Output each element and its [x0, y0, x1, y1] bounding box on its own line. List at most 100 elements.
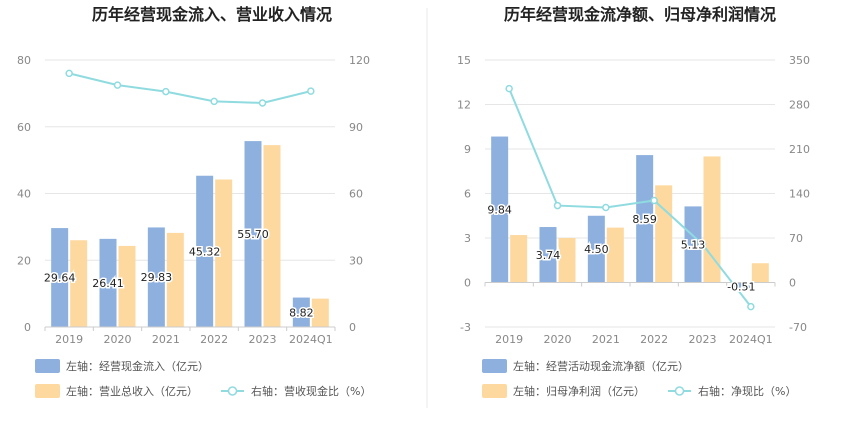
y-tick-left: 15	[457, 54, 471, 67]
x-tick-label: 2021	[152, 333, 180, 346]
bar-primary	[292, 297, 310, 327]
legend-left: 左轴：经营现金流入（亿元） 左轴：营业总收入（亿元） 右轴：营收现金比（%）	[35, 359, 371, 398]
bar-primary	[636, 155, 654, 283]
bar-secondary	[166, 232, 184, 327]
y-tick-right: -70	[789, 321, 807, 334]
y-tick-right: 350	[789, 54, 810, 67]
bar-primary	[244, 141, 262, 327]
x-tick-label: 2022	[200, 333, 228, 346]
ratio-line	[68, 72, 312, 104]
legend-item-cash-ratio[interactable]: 右轴：营收现金比（%）	[221, 384, 371, 398]
legend-item-net-cash[interactable]: 左轴：经营活动现金流净额（亿元）	[482, 359, 689, 373]
y-tick-left: -3	[460, 321, 471, 334]
bar-secondary	[558, 238, 576, 283]
ratio-point	[698, 240, 707, 249]
chart-cash-inflow-revenue: 历年经营现金流入、营业收入情况 0 20 40 60 80 0 30 60 90 120 2019 2…	[17, 5, 371, 398]
x-tick-label: 2023	[249, 333, 277, 346]
x-tick-label: 2024Q1	[729, 333, 773, 346]
ratio-point	[553, 201, 562, 210]
legend-item-net-cash-ratio[interactable]: 右轴：净现比（%）	[668, 384, 796, 398]
data-label: 55.70	[237, 228, 269, 241]
legend-item-net-profit[interactable]: 左轴：归母净利润（亿元）	[482, 384, 645, 398]
data-label: 8.82	[289, 306, 314, 319]
data-label: 4.50	[584, 243, 609, 256]
legend-swatch-marker	[674, 386, 685, 396]
ratio-point	[65, 69, 73, 78]
bar-secondary	[70, 240, 88, 327]
bar-secondary	[751, 263, 769, 283]
data-label: 26.41	[92, 277, 124, 290]
legend-swatch-marker	[227, 386, 238, 396]
bar-primary	[587, 215, 605, 283]
bar-secondary	[606, 227, 624, 283]
x-tick-label: 2019	[55, 333, 83, 346]
ratio-line	[508, 88, 752, 308]
chart-net-cash-profit: 历年经营现金流净额、归母净利润情况 -3 0 3 6 9 12 15 -70 0 70 140 210…	[457, 5, 810, 398]
data-label: 3.74	[536, 249, 561, 262]
data-label: 45.32	[189, 245, 221, 258]
y-tick-right: 210	[789, 143, 810, 156]
y-tick-left: 60	[17, 121, 31, 134]
y-tick-right: 0	[789, 277, 796, 290]
bar-primary	[539, 227, 557, 283]
bar-secondary	[311, 298, 329, 327]
legend-item-revenue[interactable]: 左轴：营业总收入（亿元）	[35, 384, 198, 398]
legend-label: 右轴：净现比（%）	[698, 384, 796, 398]
x-tick-label: 2022	[640, 333, 668, 346]
chart-title-right: 历年经营现金流净额、归母净利润情况	[504, 5, 776, 24]
y-tick-right: 60	[349, 188, 363, 201]
bar-secondary	[263, 145, 281, 327]
legend-swatch-bar-secondary	[35, 384, 60, 398]
ratio-point	[113, 81, 122, 89]
y-tick-left: 6	[464, 188, 471, 201]
bar-primary	[196, 175, 214, 327]
y-tick-left: 40	[17, 188, 31, 201]
ratio-point	[602, 203, 610, 212]
chart-title-left: 历年经营现金流入、营业收入情况	[92, 5, 332, 24]
y-tick-right: 30	[349, 254, 363, 267]
legend-label: 左轴：营业总收入（亿元）	[66, 384, 198, 398]
x-tick-label: 2020	[104, 333, 132, 346]
bar-primary	[51, 228, 69, 327]
bar-secondary	[118, 245, 136, 327]
x-tick-label: 2024Q1	[289, 333, 333, 346]
legend-swatch-bar-primary	[482, 359, 507, 373]
bar-primary	[732, 282, 750, 291]
data-label: 29.83	[141, 271, 173, 284]
bar-secondary	[510, 235, 528, 283]
y-tick-right: 90	[349, 121, 363, 134]
legend-swatch-bar-primary	[35, 359, 60, 373]
y-tick-left: 9	[464, 143, 471, 156]
legend-label: 右轴：营收现金比（%）	[251, 384, 371, 398]
x-tick-label: 2021	[592, 333, 620, 346]
data-label: 8.59	[632, 213, 657, 226]
y-tick-left: 0	[464, 277, 471, 290]
y-tick-right: 280	[789, 99, 810, 112]
bar-primary	[99, 238, 117, 327]
ratio-point	[505, 84, 513, 93]
legend-label: 左轴：经营现金流入（亿元）	[66, 359, 209, 373]
plot-area-left: 0 20 40 60 80 0 30 60 90 120 2019 2020 2021 2022 2023 2…	[17, 54, 370, 346]
bar-primary	[684, 206, 702, 283]
legend-swatch-bar-secondary	[482, 384, 507, 398]
y-tick-left: 0	[24, 321, 31, 334]
ratio-point	[258, 99, 267, 107]
ratio-point	[650, 196, 658, 205]
legend-label: 左轴：归母净利润（亿元）	[513, 384, 645, 398]
bar-secondary	[655, 185, 673, 283]
ratio-point	[747, 302, 755, 311]
x-tick-label: 2023	[689, 333, 717, 346]
bar-primary	[147, 227, 165, 327]
legend-right: 左轴：经营活动现金流净额（亿元） 左轴：归母净利润（亿元） 右轴：净现比（%）	[482, 359, 796, 398]
legend-label: 左轴：经营活动现金流净额（亿元）	[513, 359, 689, 373]
y-tick-right: 140	[789, 188, 810, 201]
x-tick-label: 2020	[544, 333, 572, 346]
data-label: 5.13	[681, 238, 706, 251]
data-label: -0.51	[727, 281, 755, 294]
y-tick-left: 12	[457, 99, 471, 112]
plot-area-right: -3 0 3 6 9 12 15 -70 0 70 140 210 280 350 2019 2020 2021…	[457, 54, 810, 346]
data-label: 29.64	[44, 272, 76, 285]
legend-item-cash-inflow[interactable]: 左轴：经营现金流入（亿元）	[35, 359, 209, 373]
ratio-point	[210, 97, 218, 106]
